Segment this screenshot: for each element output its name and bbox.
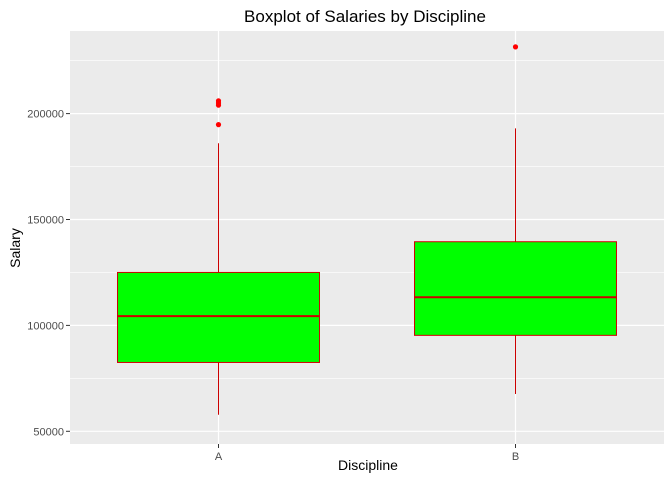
x-tick-label: A: [215, 451, 223, 463]
y-tick-label: 100000: [27, 320, 64, 332]
x-tick-label: B: [512, 451, 519, 463]
box-b: [414, 44, 617, 395]
plot-panel: [70, 31, 664, 444]
outlier-point: [215, 122, 222, 128]
chart-title: Boxplot of Salaries by Discipline: [244, 7, 486, 26]
y-axis-title: Salary: [7, 228, 23, 268]
y-tick-label: 150000: [27, 214, 64, 226]
box-a: [117, 98, 320, 415]
y-tick-label: 200000: [27, 109, 64, 121]
outlier-point: [215, 98, 222, 104]
iqr-box: [117, 271, 320, 363]
y-tick-label: 50000: [33, 426, 64, 438]
x-axis-title: Discipline: [338, 457, 398, 473]
iqr-box: [414, 241, 617, 336]
outlier-point: [512, 44, 519, 50]
